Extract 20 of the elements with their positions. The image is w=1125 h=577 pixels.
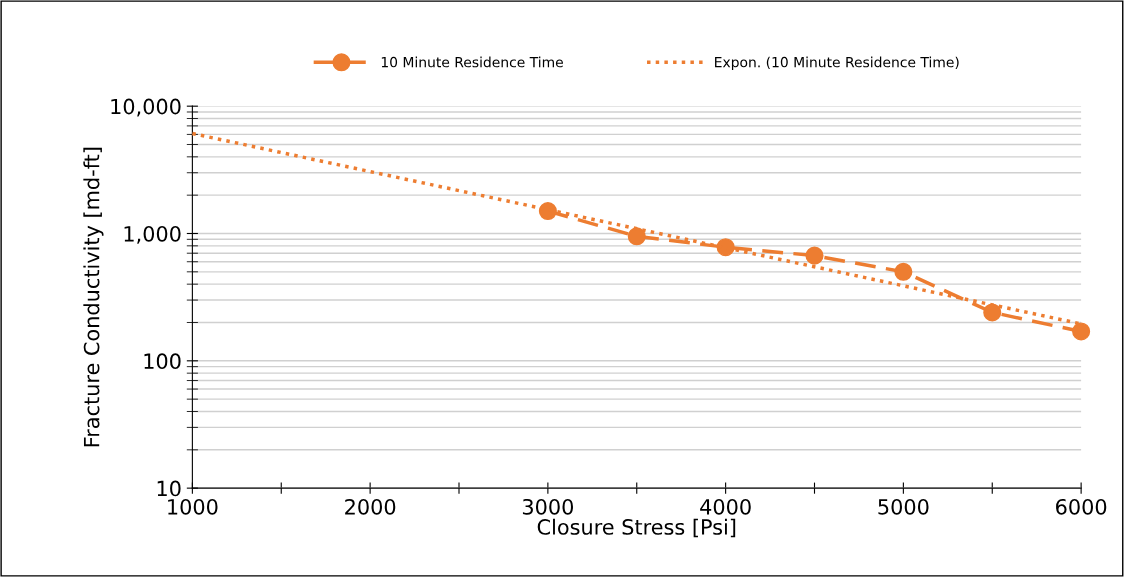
- x-axis-title: Closure Stress [Psi]: [537, 518, 736, 538]
- y-axis-title: Fracture Conductivity [md-ft]: [83, 147, 104, 447]
- x-tick-label: 2000: [345, 498, 396, 515]
- point: [538, 202, 557, 221]
- x-tick-label: 3000: [522, 498, 573, 515]
- y-tick-label: 10,000: [111, 98, 181, 117]
- point: [805, 246, 824, 265]
- point: [627, 227, 646, 246]
- x-tick-label: 1000: [168, 498, 218, 515]
- point: [1072, 322, 1091, 341]
- y-tick-label: 10: [157, 480, 181, 497]
- y-tick-label: 1,000: [124, 225, 181, 244]
- point: [894, 262, 913, 281]
- x-tick-label: 5000: [878, 498, 929, 515]
- y-tick-label: 100: [144, 353, 181, 370]
- point: [983, 303, 1002, 322]
- legend-label: 10 Minute Residence Time: [381, 56, 563, 68]
- legend-label: Expon. (10 Minute Residence Time): [715, 56, 959, 71]
- x-tick-label: 6000: [1056, 498, 1107, 515]
- x-tick-label: 4000: [700, 498, 751, 515]
